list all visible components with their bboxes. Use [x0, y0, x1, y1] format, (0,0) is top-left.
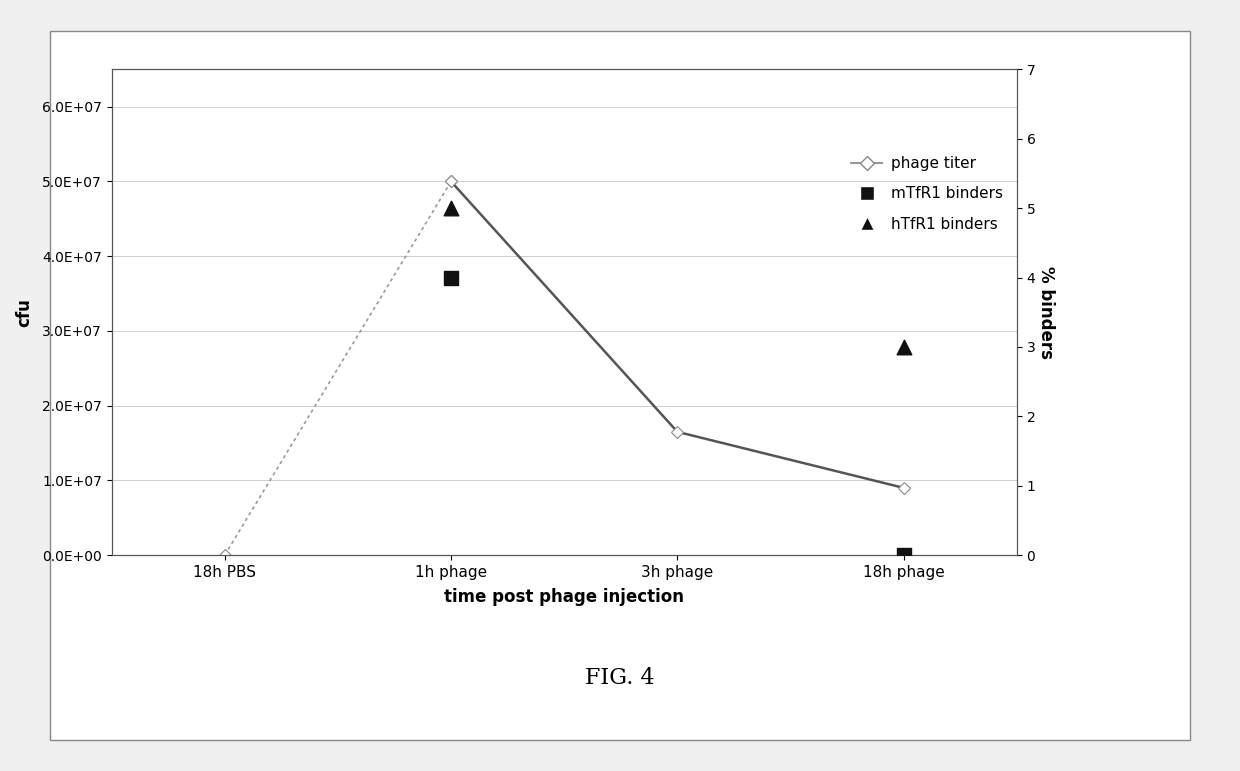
- Point: [894, 341, 914, 353]
- Y-axis label: % binders: % binders: [1037, 266, 1055, 359]
- Point: [441, 202, 461, 214]
- X-axis label: time post phage injection: time post phage injection: [444, 588, 684, 606]
- Legend: phage titer, mTfR1 binders, hTfR1 binders: phage titer, mTfR1 binders, hTfR1 binder…: [846, 150, 1009, 237]
- Point: [441, 271, 461, 284]
- Text: FIG. 4: FIG. 4: [585, 668, 655, 689]
- Y-axis label: cfu: cfu: [16, 298, 33, 327]
- Point: [894, 549, 914, 561]
